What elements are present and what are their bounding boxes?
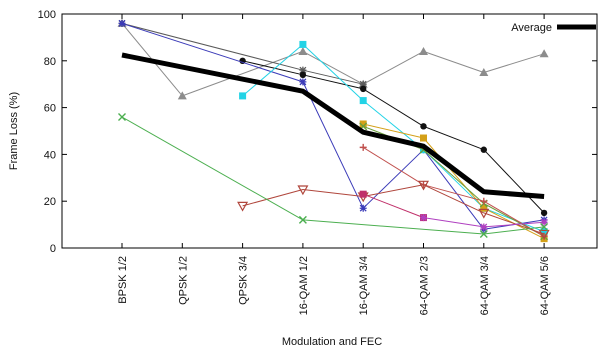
data-point-star (480, 223, 488, 231)
data-point-circle (420, 123, 427, 130)
data-point-circle (480, 146, 487, 153)
series-10 (420, 214, 548, 231)
series-line (121, 23, 545, 97)
y-tick-label: 0 (50, 243, 56, 255)
y-tick-label: 60 (44, 103, 56, 115)
plot-border (61, 13, 598, 249)
data-point-triangle-down (417, 180, 430, 191)
data-point-square (480, 204, 488, 212)
data-point-plus (480, 197, 488, 205)
x-tick-label: 64-QAM 3/4 (479, 256, 491, 315)
x-tick-label: 16-QAM 3/4 (358, 256, 370, 315)
data-point-square (359, 190, 367, 198)
x-axis-ticks: BPSK 1/2 QPSK 1/2 QPSK 3/4 16-QAM 1/2 16-QAM… (117, 14, 551, 315)
series-average (121, 52, 545, 199)
data-point-x (540, 222, 549, 231)
series-line (363, 193, 424, 219)
data-point-triangle (177, 91, 187, 100)
series-2 (239, 57, 548, 217)
data-point-circle (360, 85, 367, 93)
series-lines (117, 18, 550, 243)
data-point-star (299, 78, 307, 86)
data-point-triangle-down (478, 208, 490, 219)
data-point-star (299, 66, 307, 74)
series-line (121, 22, 545, 230)
data-point-x (479, 229, 488, 238)
data-point-triangle (419, 46, 428, 55)
series-line (242, 184, 545, 235)
data-point-square (540, 228, 548, 236)
data-point-circle (299, 71, 307, 79)
data-point-triangle-down (237, 201, 249, 212)
x-tick-label: 64-QAM 5/6 (539, 256, 551, 315)
y-axis-label: Frame Loss (%) (8, 92, 20, 170)
data-point-square (420, 134, 427, 142)
y-tick-label: 40 (44, 149, 56, 161)
data-point-star (540, 218, 548, 226)
x-tick-label: QPSK 1/2 (177, 256, 189, 305)
series-line (121, 52, 545, 199)
data-point-square (359, 97, 367, 105)
data-point-triangle (479, 68, 489, 76)
x-axis-label: Modulation and FEC (282, 336, 382, 348)
legend-label-average: Average (511, 22, 552, 34)
series-line (242, 60, 545, 214)
data-point-x (118, 112, 126, 121)
data-point-star (359, 204, 367, 212)
plot-area (61, 13, 598, 249)
legend: Average (511, 22, 596, 34)
data-point-triangle (539, 49, 549, 58)
x-tick-label: QPSK 3/4 (238, 256, 250, 305)
data-point-square (299, 40, 307, 48)
series-line (242, 43, 545, 233)
y-tick-label: 80 (44, 56, 56, 68)
y-tick-label: 100 (38, 9, 56, 21)
data-point-x (298, 215, 307, 224)
y-axis-ticks: 0 20 40 60 80 100 (38, 9, 597, 255)
x-tick-label: 16-QAM 1/2 (298, 256, 310, 315)
x-tick-label: 64-QAM 2/3 (419, 256, 431, 315)
data-point-triangle (298, 46, 308, 55)
data-point-star (118, 19, 126, 27)
data-point-square (239, 92, 247, 100)
series-line (121, 22, 364, 85)
series-11 (118, 112, 549, 238)
data-point-plus (359, 143, 367, 151)
series-line (121, 116, 545, 235)
data-point-circle (540, 209, 548, 217)
x-tick-label: BPSK 1/2 (117, 256, 129, 304)
series-line (362, 146, 545, 237)
y-tick-label: 20 (44, 196, 56, 208)
data-point-triangle-down (297, 185, 309, 196)
data-point-star (359, 80, 367, 88)
data-point-star (420, 214, 427, 222)
series-0 (117, 18, 549, 100)
data-point-square (359, 120, 367, 128)
data-point-triangle-down (538, 229, 550, 240)
